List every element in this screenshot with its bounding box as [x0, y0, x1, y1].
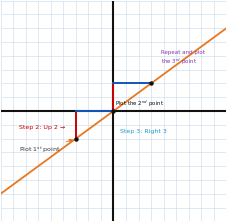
Text: Plot 1$^{st}$ point: Plot 1$^{st}$ point [20, 139, 72, 155]
Text: Step 2: Up 2 →: Step 2: Up 2 → [20, 125, 66, 130]
Text: Step 3: Right 3: Step 3: Right 3 [120, 129, 167, 134]
Text: Plot the 2$^{nd}$ point: Plot the 2$^{nd}$ point [115, 99, 165, 109]
Text: Repeat and plot
the 3$^{rd}$ point: Repeat and plot the 3$^{rd}$ point [161, 50, 205, 67]
